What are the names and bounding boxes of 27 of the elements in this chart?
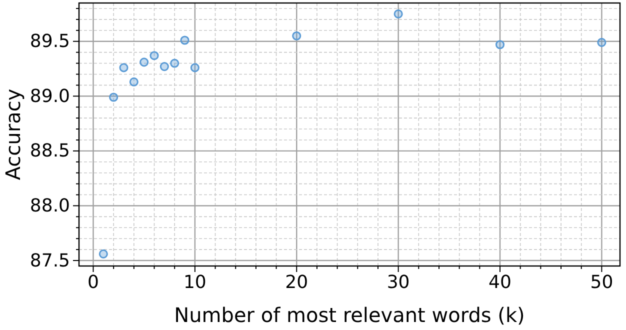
point: [495, 40, 505, 50]
point: [98, 249, 108, 258]
x-tick-label: 30: [386, 272, 410, 293]
x-tick-label: 20: [285, 272, 308, 293]
x-tick-label: 10: [183, 272, 206, 293]
point: [292, 31, 302, 40]
point: [109, 92, 118, 102]
point: [597, 38, 606, 47]
point: [150, 51, 159, 60]
point: [170, 58, 180, 68]
point: [140, 58, 149, 67]
y-tick-label: 89.0: [30, 86, 70, 107]
x-tick-label: 40: [488, 272, 512, 293]
x-axis-title: Number of most relevant words (k): [174, 303, 525, 327]
point: [394, 9, 403, 18]
point: [160, 62, 169, 72]
y-tick-label: 88.0: [30, 195, 70, 216]
x-tick-label: 50: [590, 272, 614, 293]
y-tick-label: 89.5: [30, 31, 70, 52]
y-tick-label: 88.5: [30, 140, 70, 162]
point: [190, 63, 200, 72]
x-tick-label: 0: [88, 272, 99, 293]
y-axis-title: Accuracy: [1, 88, 25, 180]
point: [180, 36, 190, 45]
point: [129, 77, 138, 86]
y-tick-label: 87.5: [30, 250, 70, 272]
point: [119, 63, 128, 72]
